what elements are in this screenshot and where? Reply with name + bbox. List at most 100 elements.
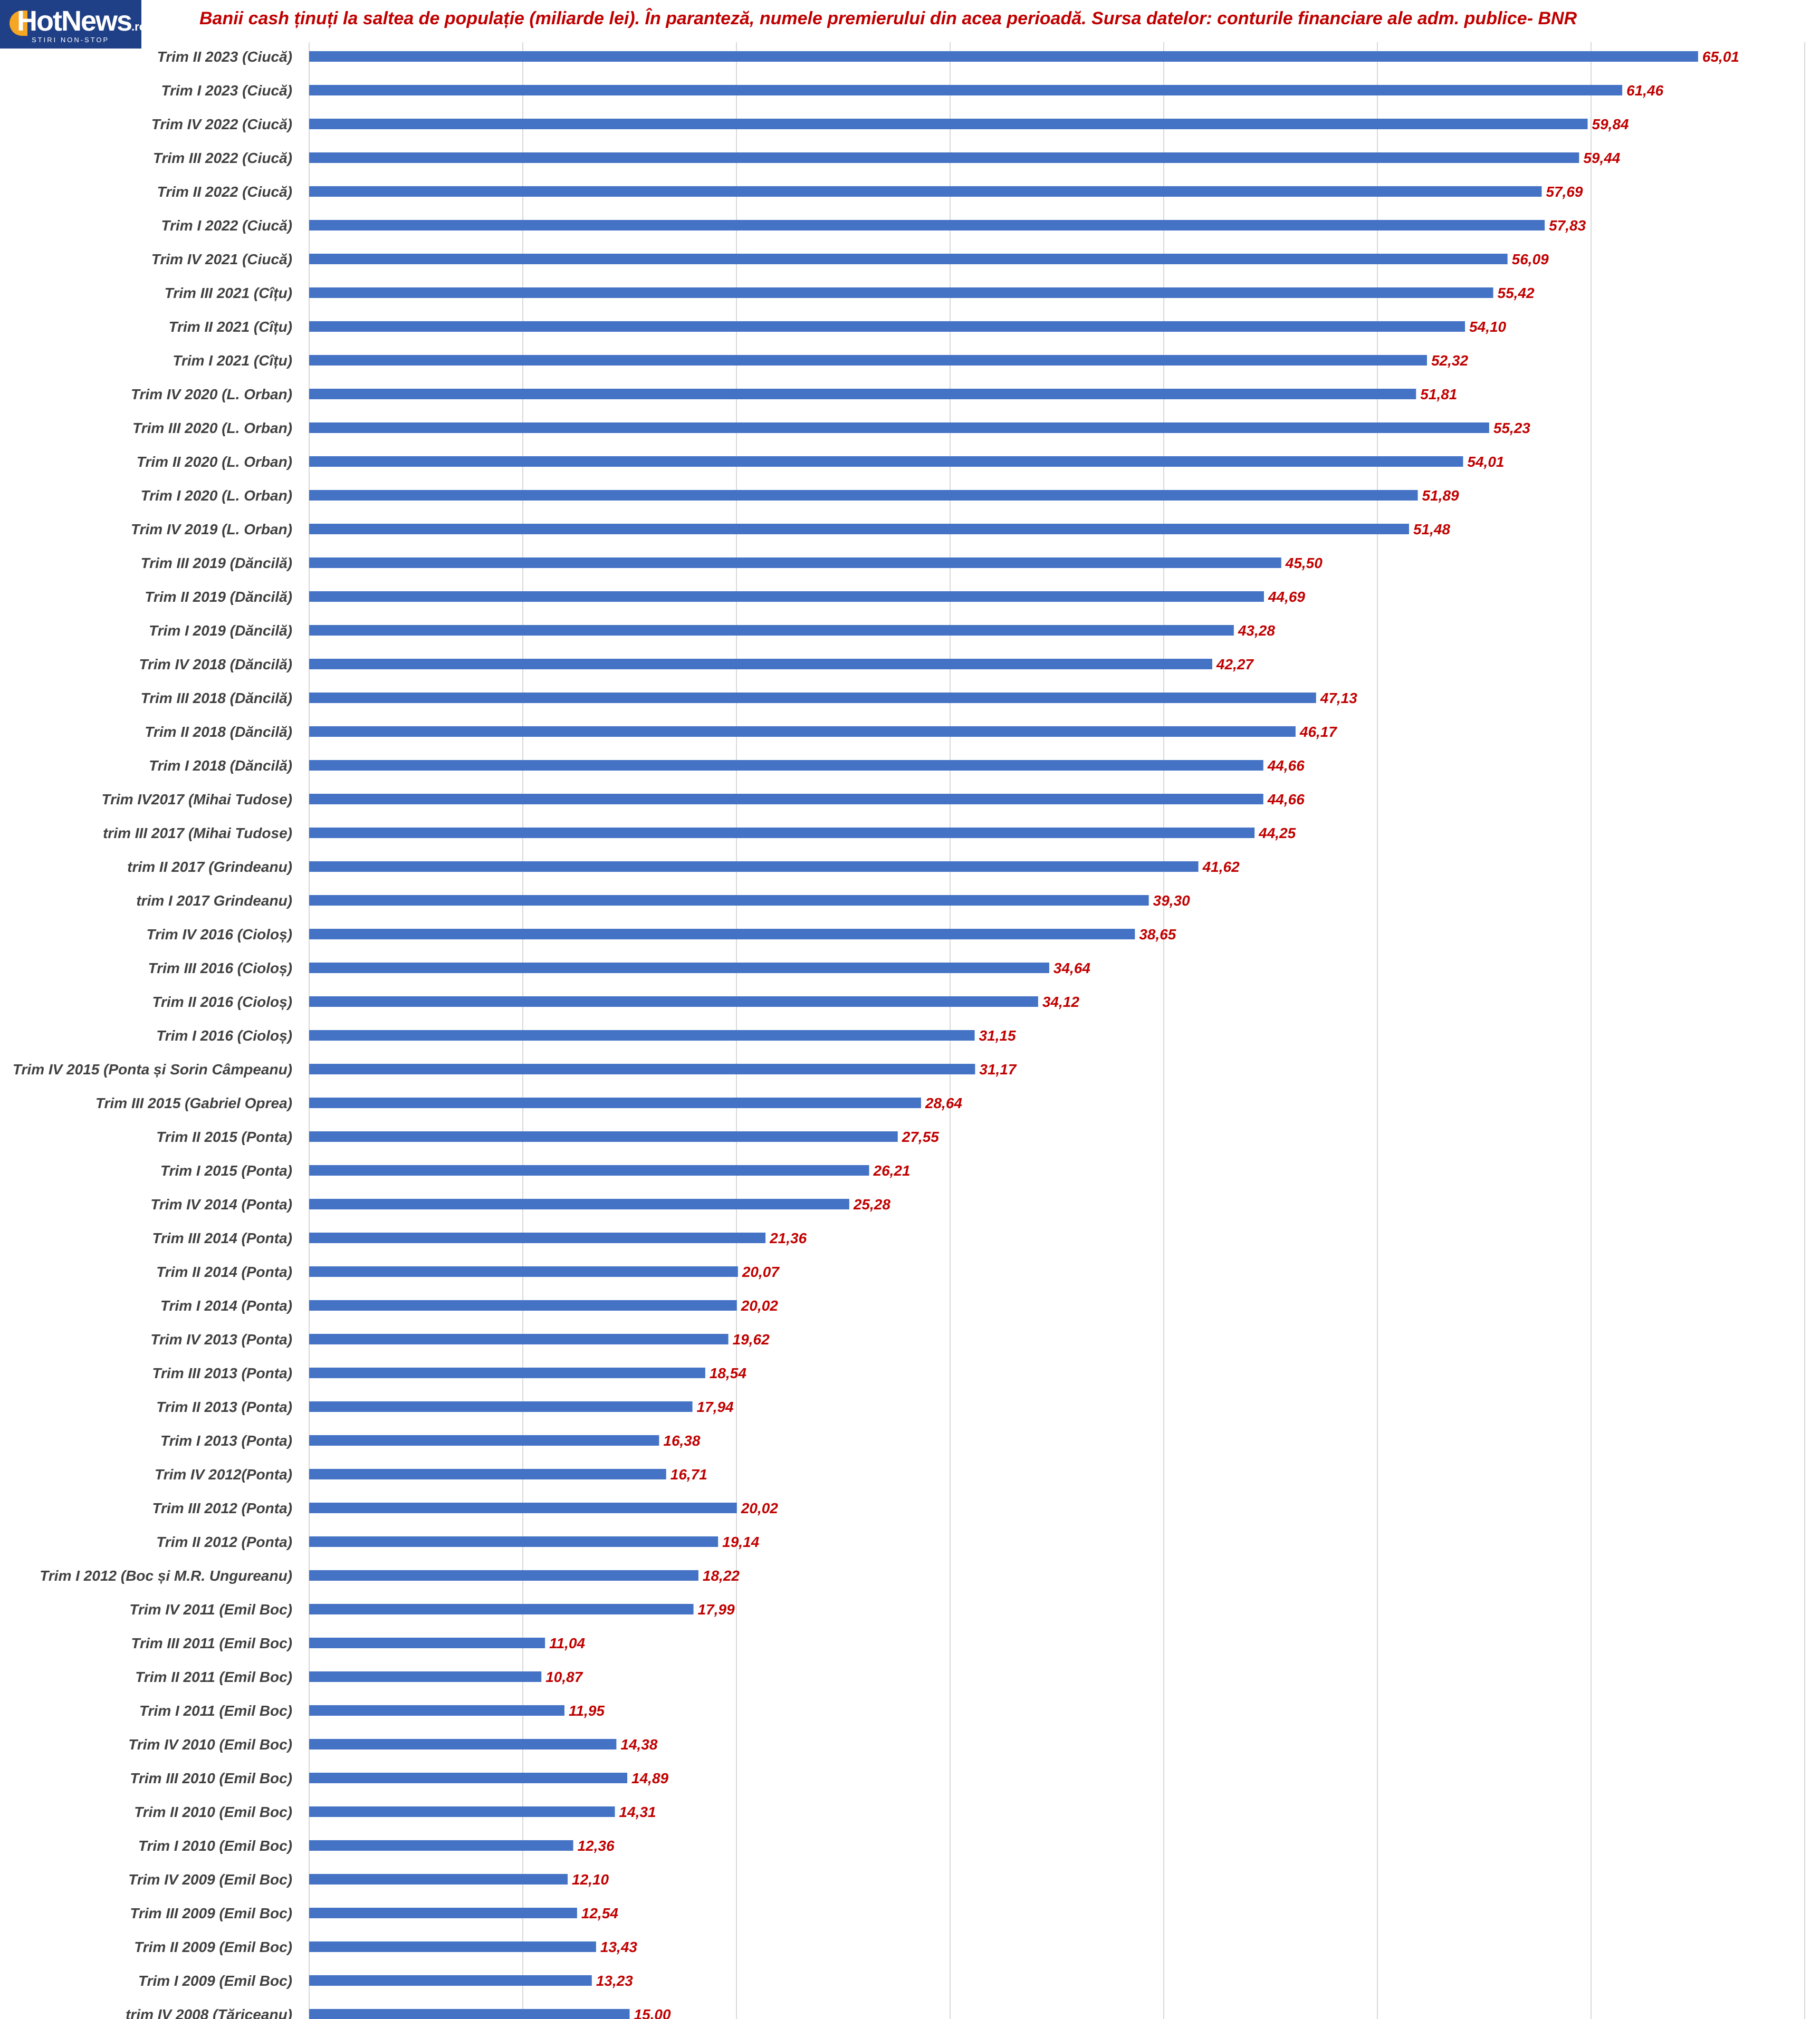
category-label: Trim IV 2013 (Ponta) bbox=[150, 1331, 292, 1348]
category-label: Trim IV 2012(Ponta) bbox=[155, 1466, 292, 1483]
bar[interactable] bbox=[309, 1401, 693, 1412]
category-label: Trim I 2012 (Boc și M.R. Ungureanu) bbox=[40, 1568, 292, 1584]
bar[interactable] bbox=[309, 929, 1135, 939]
bar[interactable] bbox=[309, 1638, 545, 1648]
bar[interactable] bbox=[309, 963, 1049, 973]
bar[interactable] bbox=[309, 389, 1416, 399]
bar[interactable] bbox=[309, 422, 1489, 433]
value-label: 15,00 bbox=[634, 2006, 671, 2019]
bar[interactable] bbox=[309, 51, 1698, 62]
logo-suffix: .ro bbox=[131, 20, 147, 33]
value-label: 51,81 bbox=[1420, 386, 1457, 402]
bar[interactable] bbox=[309, 1806, 615, 1817]
bar[interactable] bbox=[309, 1300, 737, 1311]
value-label: 26,21 bbox=[873, 1162, 911, 1179]
category-label: Trim IV 2022 (Ciucă) bbox=[151, 116, 292, 132]
bar[interactable] bbox=[309, 1671, 542, 1682]
value-label: 38,65 bbox=[1139, 926, 1176, 943]
category-label: Trim IV2017 (Mihai Tudose) bbox=[101, 791, 292, 807]
bar[interactable] bbox=[309, 996, 1038, 1007]
bar[interactable] bbox=[309, 1739, 617, 1749]
bar[interactable] bbox=[309, 1908, 577, 1918]
value-label: 27,55 bbox=[902, 1129, 939, 1145]
bar[interactable] bbox=[309, 1334, 729, 1344]
value-label: 11,04 bbox=[549, 1635, 585, 1651]
bar[interactable] bbox=[309, 1773, 628, 1783]
value-label: 39,30 bbox=[1153, 892, 1190, 909]
bar[interactable] bbox=[309, 152, 1579, 163]
category-label: Trim I 2023 (Ciucă) bbox=[161, 82, 292, 99]
bar[interactable] bbox=[309, 1098, 921, 1108]
bar[interactable] bbox=[309, 1705, 564, 1716]
bar[interactable] bbox=[309, 625, 1234, 636]
bar[interactable] bbox=[309, 659, 1212, 669]
logo-brand: HotNews bbox=[17, 5, 132, 37]
category-label: Trim III 2019 (Dăncilă) bbox=[141, 555, 292, 571]
bar[interactable] bbox=[309, 1941, 596, 1952]
category-label: Trim IV 2020 (L. Orban) bbox=[131, 386, 292, 402]
bar[interactable] bbox=[309, 1975, 592, 1986]
value-label: 19,62 bbox=[733, 1331, 770, 1348]
bar[interactable] bbox=[309, 794, 1263, 804]
logo-sun-mark bbox=[9, 11, 27, 36]
bar[interactable] bbox=[309, 828, 1255, 838]
bar[interactable] bbox=[309, 1840, 573, 1851]
bar[interactable] bbox=[309, 1469, 666, 1479]
category-label: Trim II 2013 (Ponta) bbox=[156, 1399, 292, 1415]
bar[interactable] bbox=[309, 1233, 766, 1243]
value-label: 43,28 bbox=[1238, 622, 1275, 639]
bar[interactable] bbox=[309, 355, 1427, 366]
value-label: 10,87 bbox=[545, 1669, 583, 1685]
bar[interactable] bbox=[309, 1030, 975, 1041]
bar[interactable] bbox=[309, 1503, 737, 1513]
category-label: Trim III 2014 (Ponta) bbox=[152, 1230, 292, 1246]
bar[interactable] bbox=[309, 220, 1545, 230]
value-label: 17,94 bbox=[697, 1399, 734, 1415]
value-label: 34,12 bbox=[1042, 994, 1079, 1010]
category-label: Trim II 2015 (Ponta) bbox=[156, 1129, 292, 1145]
value-label: 25,28 bbox=[853, 1196, 890, 1213]
bar[interactable] bbox=[309, 456, 1463, 467]
bar[interactable] bbox=[309, 1604, 694, 1614]
bar[interactable] bbox=[309, 557, 1281, 568]
bar[interactable] bbox=[309, 760, 1263, 771]
value-label: 51,89 bbox=[1422, 487, 1459, 504]
bar[interactable] bbox=[309, 2009, 630, 2019]
bar[interactable] bbox=[309, 1165, 869, 1176]
bar[interactable] bbox=[309, 186, 1542, 197]
bar[interactable] bbox=[309, 85, 1623, 95]
bar[interactable] bbox=[309, 287, 1493, 298]
bar[interactable] bbox=[309, 1570, 698, 1581]
category-label: Trim II 2018 (Dăncilă) bbox=[145, 724, 292, 740]
bar[interactable] bbox=[309, 1064, 975, 1074]
bar[interactable] bbox=[309, 254, 1508, 264]
bar[interactable] bbox=[309, 1131, 898, 1142]
category-label: Trim I 2013 (Ponta) bbox=[160, 1432, 292, 1449]
bar[interactable] bbox=[309, 524, 1409, 534]
bar[interactable] bbox=[309, 861, 1199, 872]
bar[interactable] bbox=[309, 1536, 719, 1547]
hotnews-logo[interactable]: HotNews.ro STIRI NON-STOP bbox=[0, 0, 146, 49]
bar[interactable] bbox=[309, 693, 1316, 703]
bar[interactable] bbox=[309, 726, 1296, 737]
bar[interactable] bbox=[309, 591, 1264, 602]
value-label: 13,43 bbox=[600, 1939, 637, 1955]
bar[interactable] bbox=[309, 1435, 659, 1446]
bar[interactable] bbox=[309, 1199, 849, 1209]
value-label: 65,01 bbox=[1702, 49, 1739, 65]
category-label: Trim II 2014 (Ponta) bbox=[156, 1264, 292, 1280]
bar[interactable] bbox=[309, 895, 1149, 906]
bar[interactable] bbox=[309, 1874, 568, 1885]
bar[interactable] bbox=[309, 1368, 705, 1378]
value-label: 46,17 bbox=[1299, 724, 1337, 740]
bar[interactable] bbox=[309, 490, 1418, 501]
bar[interactable] bbox=[309, 119, 1588, 129]
category-label: Trim I 2014 (Ponta) bbox=[160, 1297, 292, 1314]
category-label: Trim II 2011 (Emil Boc) bbox=[135, 1669, 292, 1685]
bar[interactable] bbox=[309, 321, 1465, 332]
category-label: Trim I 2016 (Cioloș) bbox=[156, 1027, 292, 1044]
category-label: Trim II 2020 (L. Orban) bbox=[137, 454, 292, 470]
value-label: 59,84 bbox=[1592, 116, 1629, 132]
bar[interactable] bbox=[309, 1266, 738, 1277]
